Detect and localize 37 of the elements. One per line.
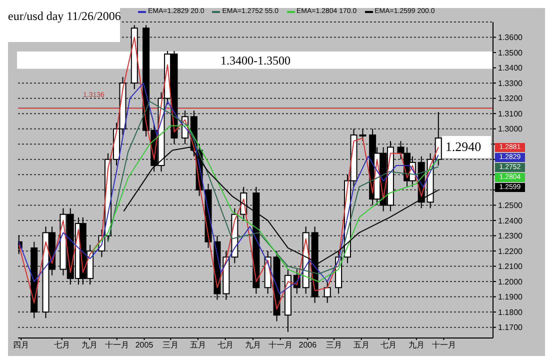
chart-title: eur/usd day 11/26/2006 (8, 8, 121, 42)
annotation: 1.2940 (442, 136, 491, 158)
x-tick-label: 七月 (217, 340, 234, 350)
y-tick-label: 1.3200 (498, 94, 524, 104)
y-tick-label: 1.2400 (498, 216, 524, 226)
x-tick-label: 五月 (190, 340, 206, 350)
line-series (107, 100, 439, 274)
candlestick (324, 281, 331, 304)
x-tick-label: 十一月 (268, 340, 292, 350)
x-tick-label: 十一月 (104, 340, 129, 350)
y-tick-label: 1.3300 (498, 78, 524, 88)
y-tick-label: 1.1700 (498, 323, 524, 332)
y-tick-label: 1.2500 (498, 201, 524, 210)
x-tick-label: 四月 (13, 340, 30, 350)
y-tick-label: 1.3000 (498, 124, 524, 134)
y-tick-label: 1.2000 (498, 277, 524, 286)
x-tick-label: 九月 (82, 340, 98, 350)
y-tick-label: 1.3100 (498, 109, 524, 118)
y-tick-label: 1.3600 (498, 33, 524, 42)
x-tick-label: 三月 (162, 340, 179, 350)
x-tick-label: 五月 (353, 340, 370, 350)
x-tick-label: 七月 (380, 340, 397, 350)
y-tick-label: 1.3400 (498, 64, 524, 73)
x-tick-label: 2006 (298, 340, 318, 350)
y-tick-label: 1.2100 (498, 262, 524, 272)
y-tick-label: 1.2300 (498, 232, 524, 241)
band-label: 1.3400-1.3500 (220, 53, 290, 68)
x-tick-label: 三月 (326, 340, 342, 350)
x-tick-label: 九月 (408, 340, 424, 350)
y-tick-label: 1.1800 (498, 308, 524, 317)
x-tick-label: 七月 (54, 340, 70, 350)
y-tick-label: 1.3500 (498, 48, 524, 58)
y-tick-label: 1.2200 (498, 246, 524, 256)
x-tick-label: 九月 (245, 340, 262, 350)
y-tick-label: 1.1900 (498, 292, 524, 302)
x-tick-label: 十一月 (432, 340, 456, 350)
x-tick-label: 2005 (135, 340, 154, 350)
